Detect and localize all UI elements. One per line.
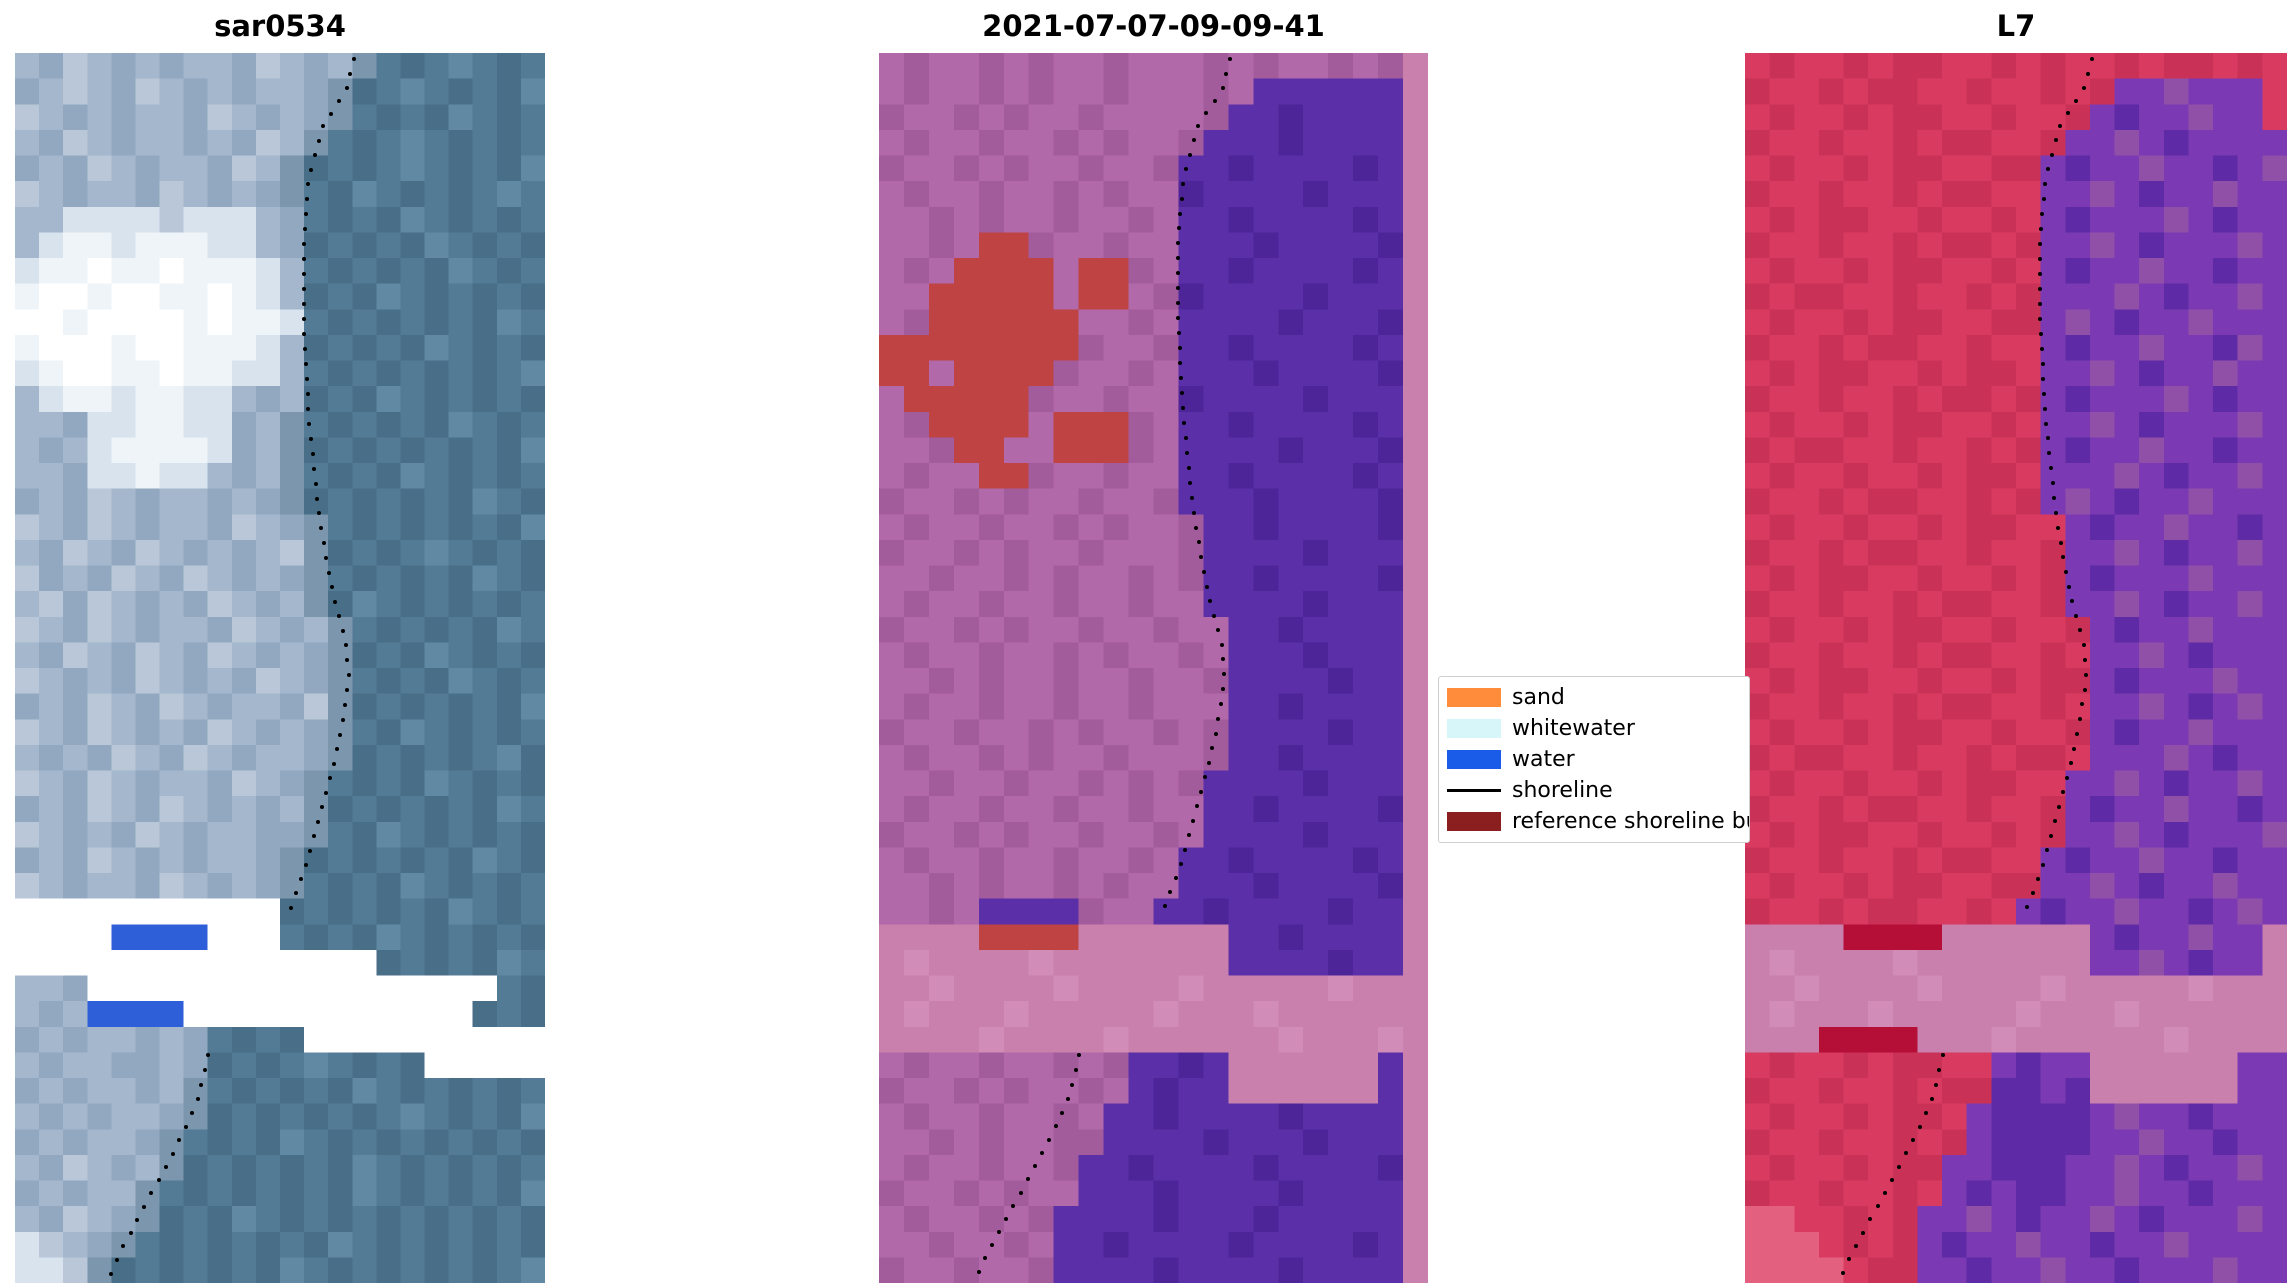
panel-image-sar0534 xyxy=(15,53,545,1283)
satellite-image-l7 xyxy=(1745,53,2287,1283)
panel-title-l7: L7 xyxy=(1996,9,2036,43)
legend-item-water: water xyxy=(1447,744,1749,775)
panel-image-l7 xyxy=(1745,53,2287,1283)
sand-swatch xyxy=(1447,688,1501,707)
panel-l7: L7 xyxy=(1745,6,2287,1283)
panel-classified: 2021-07-07-09-09-41 xyxy=(879,6,1428,1283)
satellite-image-sar0534 xyxy=(15,53,545,1283)
reference-shoreline-buffer-swatch xyxy=(1447,812,1501,831)
shoreline-line-swatch xyxy=(1447,789,1501,792)
legend-label-sand: sand xyxy=(1512,685,1565,710)
satellite-image-classified xyxy=(879,53,1428,1283)
panel-image-classified xyxy=(879,53,1428,1283)
legend-item-whitewater: whitewater xyxy=(1447,713,1749,744)
panel-title-classified: 2021-07-07-09-09-41 xyxy=(982,9,1325,43)
legend-item-shoreline: shoreline xyxy=(1447,775,1749,806)
legend-label-water: water xyxy=(1512,747,1575,772)
legend: sand whitewater water shoreline referenc… xyxy=(1438,676,1750,843)
legend-label-shoreline: shoreline xyxy=(1512,778,1613,803)
panel-sar0534: sar0534 xyxy=(15,6,545,1283)
legend-item-reference-shoreline-buffer: reference shoreline buf xyxy=(1447,806,1749,837)
whitewater-swatch xyxy=(1447,719,1501,738)
legend-item-sand: sand xyxy=(1447,682,1749,713)
legend-label-reference-shoreline-buffer: reference shoreline buf xyxy=(1512,809,1749,834)
water-swatch xyxy=(1447,750,1501,769)
legend-label-whitewater: whitewater xyxy=(1512,716,1635,741)
panel-title-sar0534: sar0534 xyxy=(214,9,346,43)
